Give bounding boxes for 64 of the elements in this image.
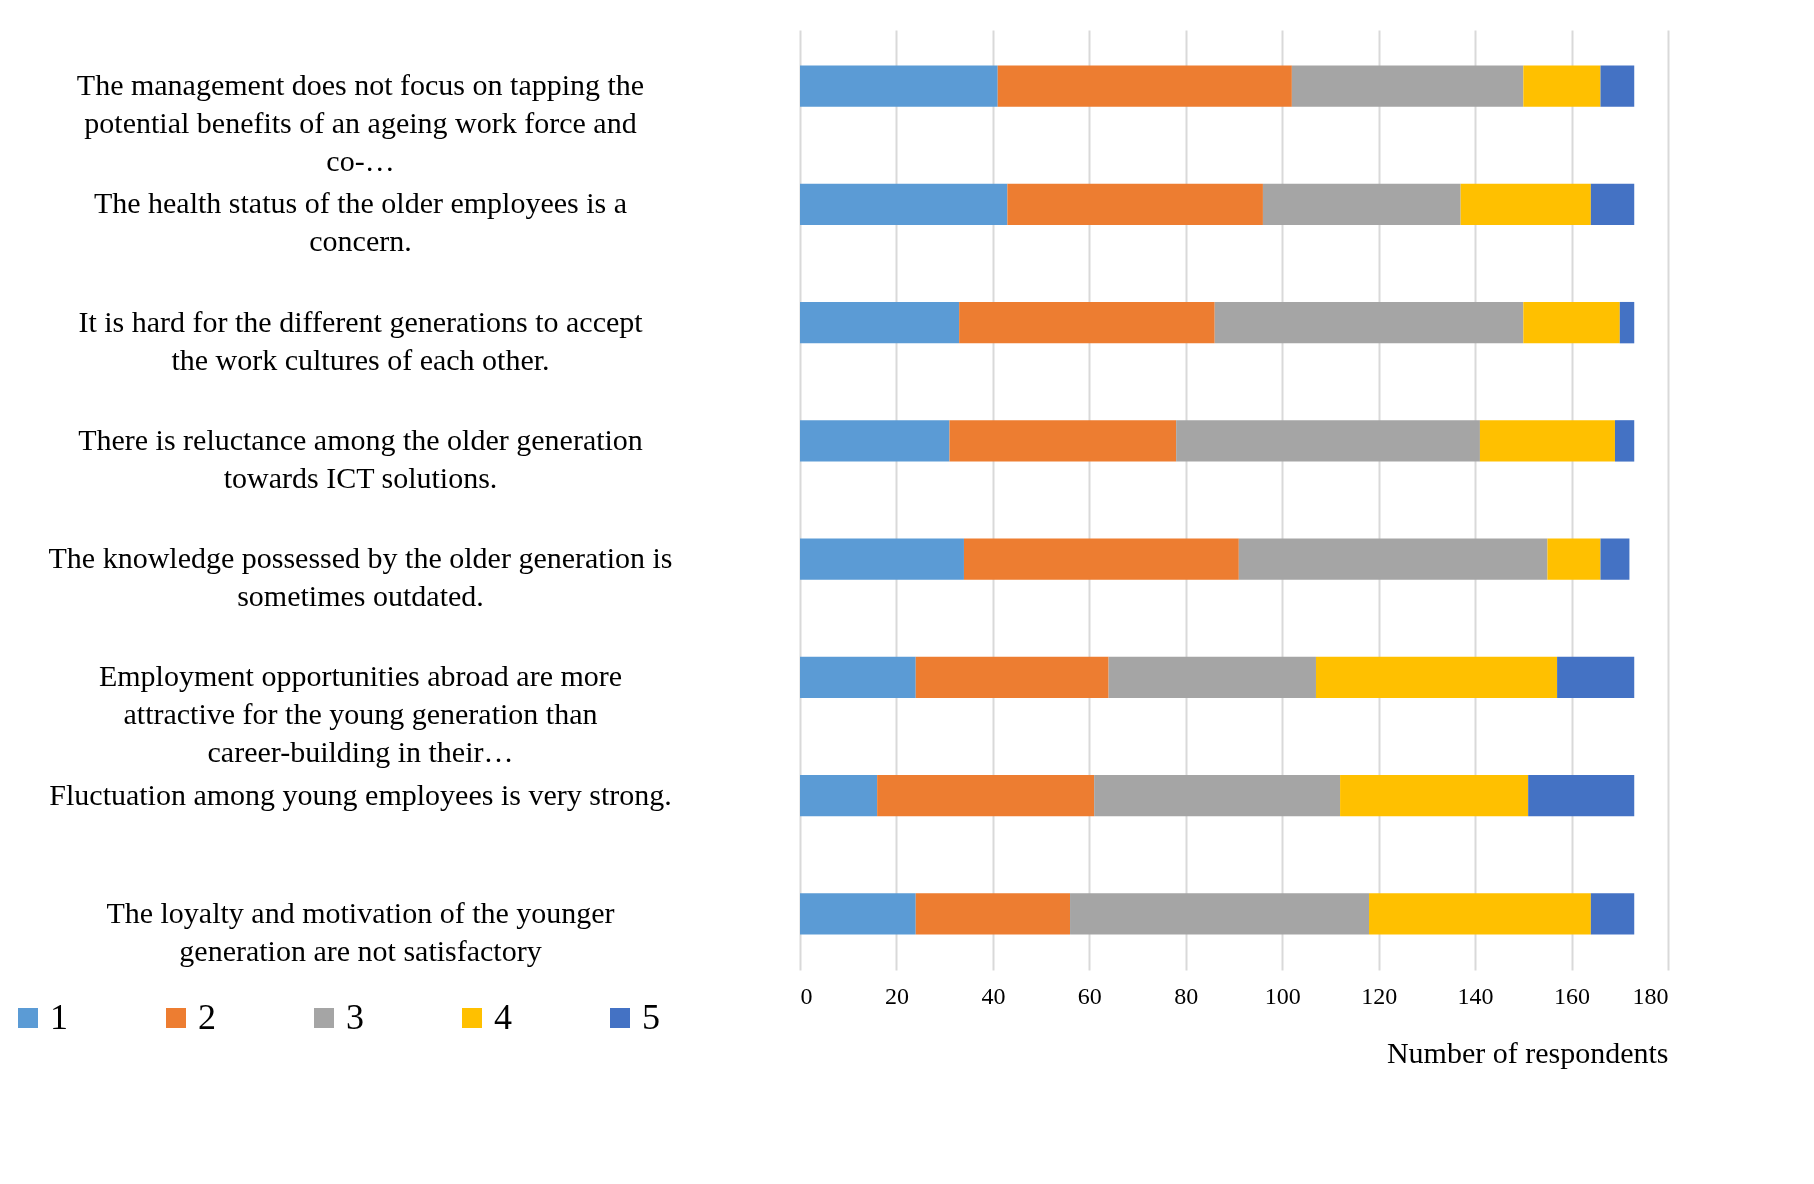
bar bbox=[959, 301, 1215, 344]
bar bbox=[1238, 538, 1548, 580]
bar bbox=[800, 65, 998, 107]
bar bbox=[1600, 65, 1635, 107]
y-tick-label: It is hard for the different generations to accept the work cultures of each other. bbox=[78, 304, 644, 376]
bar bbox=[877, 774, 1095, 817]
x-tick-label: 100 bbox=[1264, 982, 1301, 1009]
bar bbox=[1590, 183, 1635, 226]
bar bbox=[800, 893, 916, 935]
x-tick-label: 0 bbox=[800, 982, 813, 1009]
legend-label: 2 bbox=[198, 997, 216, 1037]
legend-label: 1 bbox=[50, 997, 68, 1037]
bar bbox=[800, 420, 950, 462]
bar bbox=[1070, 893, 1370, 935]
bar bbox=[1547, 538, 1601, 580]
bar bbox=[800, 183, 1008, 226]
legend-label: 3 bbox=[346, 997, 364, 1037]
bar bbox=[1614, 420, 1635, 462]
x-tick-label: 40 bbox=[981, 982, 1006, 1009]
bar bbox=[1600, 538, 1630, 580]
x-axis-title: Number of respondents bbox=[1386, 1035, 1669, 1069]
bar bbox=[1094, 774, 1341, 817]
legend-label: 4 bbox=[494, 997, 512, 1037]
y-tick-label: Employment opportunities abroad are more attractive for the young generation than career-building in their… bbox=[98, 659, 623, 769]
x-tick-label: 180 bbox=[1632, 982, 1669, 1009]
bar bbox=[1369, 893, 1591, 935]
bar bbox=[1523, 65, 1601, 107]
bar bbox=[915, 893, 1071, 935]
bar bbox=[800, 538, 964, 580]
bar bbox=[1460, 183, 1591, 226]
bar bbox=[1108, 656, 1316, 699]
bar bbox=[1262, 183, 1461, 226]
bar bbox=[1619, 301, 1635, 344]
y-tick-label: The management does not focus on tapping the potential benefits of an ageing work force and co-… bbox=[76, 68, 645, 178]
x-tick-label: 60 bbox=[1077, 982, 1102, 1009]
x-tick-label: 80 bbox=[1174, 982, 1199, 1009]
bar bbox=[1523, 301, 1620, 344]
x-tick-label: 160 bbox=[1554, 982, 1591, 1009]
y-tick-label: Fluctuation among young employees is very strong. bbox=[49, 777, 672, 811]
bar bbox=[997, 65, 1292, 107]
bar bbox=[949, 420, 1177, 462]
bar bbox=[1176, 420, 1480, 462]
y-tick-label: The health status of the older employees is a concern. bbox=[93, 186, 628, 258]
x-tick-label: 20 bbox=[884, 982, 909, 1009]
bar bbox=[1340, 774, 1529, 817]
bar bbox=[1557, 656, 1635, 699]
bar bbox=[1214, 301, 1524, 344]
y-tick-label: The loyalty and motivation of the younger generation are not satisfactory bbox=[106, 895, 615, 967]
bar bbox=[1590, 893, 1635, 935]
bar bbox=[1479, 420, 1615, 462]
bar bbox=[915, 656, 1109, 699]
bar bbox=[1315, 656, 1558, 699]
y-tick-label: There is reluctance among the older generation towards ICT solutions. bbox=[78, 422, 643, 494]
bar bbox=[1528, 774, 1635, 817]
legend-label: 5 bbox=[642, 997, 660, 1037]
bar bbox=[1007, 183, 1263, 226]
x-tick-label: 140 bbox=[1457, 982, 1494, 1009]
bar bbox=[800, 656, 916, 699]
x-tick-label: 120 bbox=[1361, 982, 1398, 1009]
bar bbox=[800, 774, 878, 817]
bar bbox=[963, 538, 1239, 580]
y-tick-label: The knowledge possessed by the older generation is sometimes outdated. bbox=[48, 541, 673, 613]
bar bbox=[800, 301, 960, 344]
bar bbox=[1291, 65, 1524, 107]
